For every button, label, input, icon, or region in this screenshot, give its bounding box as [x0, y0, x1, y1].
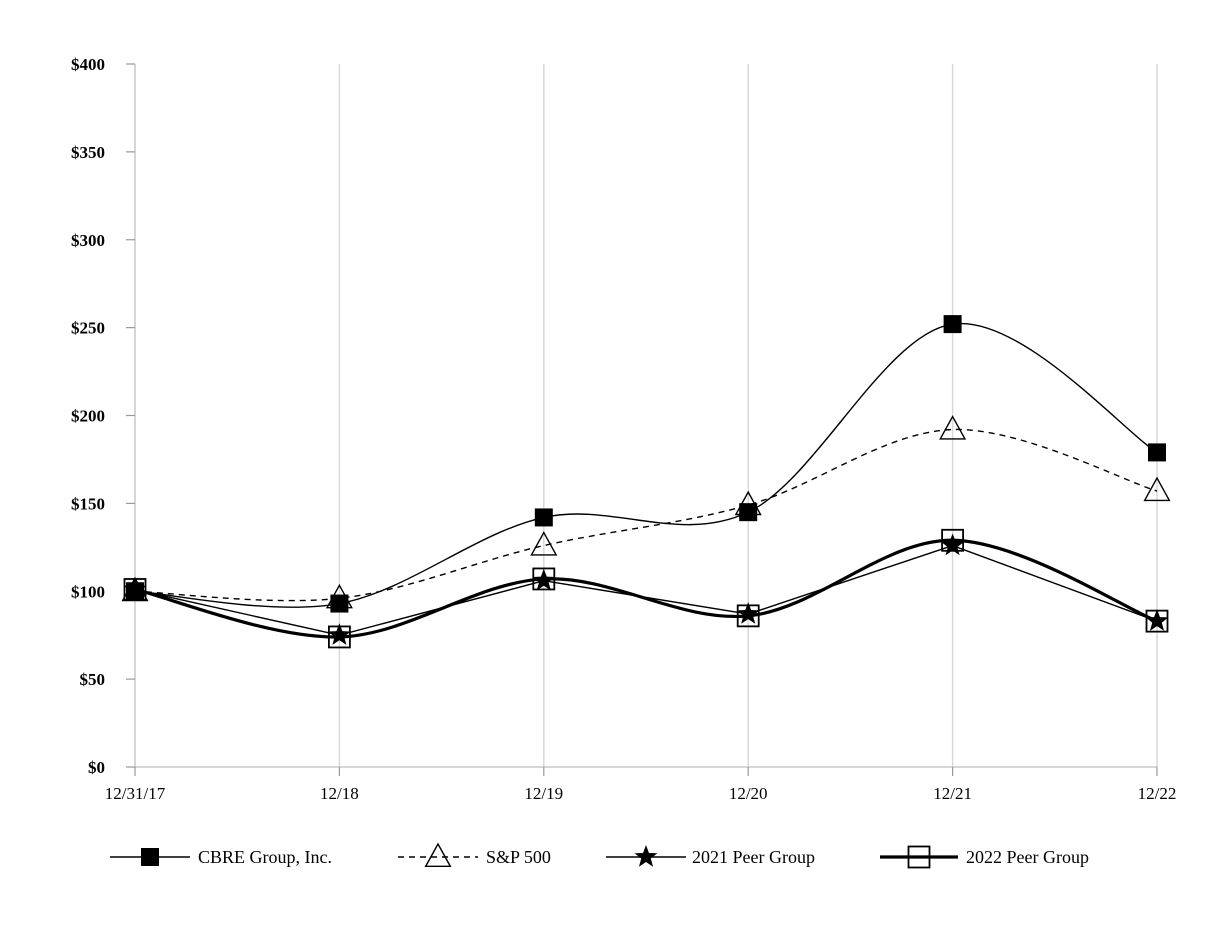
- legend-item-1: CBRE Group, Inc.: [110, 847, 332, 867]
- data-point-s1-3: [739, 503, 758, 522]
- legend-label: CBRE Group, Inc.: [198, 847, 332, 867]
- y-tick-label: $300: [71, 231, 105, 250]
- data-point-s2-1: [325, 583, 353, 609]
- data-point-s3-5: [1145, 609, 1169, 631]
- data-point-s3-3: [736, 602, 760, 624]
- data-point-s4-2: [532, 567, 556, 591]
- legend-label: 2021 Peer Group: [692, 847, 815, 867]
- series-line-4: [134, 538, 1158, 639]
- y-tick-label: $400: [71, 55, 105, 74]
- legend-marker: [141, 848, 159, 866]
- x-tick-label: 12/19: [524, 784, 563, 803]
- data-point-s3-2: [532, 568, 556, 591]
- x-tick-label: 12/21: [933, 784, 972, 803]
- y-tick-label: $200: [71, 407, 105, 426]
- y-tick-label: $150: [71, 494, 105, 513]
- data-point-s4-3: [736, 604, 760, 628]
- series-line-3: [134, 544, 1158, 636]
- legend-marker: [424, 842, 452, 868]
- x-tick-label: 12/20: [729, 784, 768, 803]
- x-tick-label: 12/18: [320, 784, 359, 803]
- data-point-s2-2: [530, 531, 558, 556]
- y-tick-label: $50: [80, 670, 106, 689]
- data-point-s1-4: [943, 315, 962, 334]
- y-tick-label: $0: [88, 758, 105, 777]
- y-tick-label: $100: [71, 582, 105, 601]
- y-tick-label: $350: [71, 143, 105, 162]
- legend-label: 2022 Peer Group: [966, 847, 1089, 867]
- legend-marker: [634, 845, 658, 867]
- legend-marker: [907, 845, 931, 869]
- axes: $0 $50 $100 $150 $200 $250 $300 $350 $400 12/31/1…: [71, 55, 1176, 803]
- data-point-s2-4: [939, 415, 967, 440]
- legend: CBRE Group, Inc. S&P 500 2021 Peer Group 20…: [110, 842, 1089, 869]
- legend-label: S&P 500: [486, 847, 551, 867]
- data-point-s3-1: [327, 623, 351, 645]
- grid: [338, 64, 1158, 767]
- legend-item-2: S&P 500: [398, 842, 551, 868]
- data-point-s4-0: [123, 578, 147, 601]
- data-point-s4-1: [327, 625, 351, 649]
- legend-item-3: 2021 Peer Group: [606, 845, 815, 867]
- data-point-s4-5: [1145, 609, 1169, 633]
- y-tick-label: $250: [71, 319, 105, 338]
- data-point-s3-0: [123, 577, 147, 600]
- series-line-1: [134, 322, 1158, 608]
- data-point-s2-3: [734, 490, 762, 516]
- data-point-s3-4: [941, 533, 965, 556]
- legend-item-4: 2022 Peer Group: [880, 845, 1089, 869]
- x-tick-label: 12/31/17: [105, 784, 166, 803]
- series: [121, 315, 1171, 649]
- series-line-2: [134, 428, 1158, 602]
- data-point-s2-5: [1143, 476, 1171, 502]
- data-point-s1-5: [1148, 443, 1166, 462]
- data-point-s4-4: [941, 528, 964, 552]
- x-tick-label: 12/22: [1138, 784, 1177, 803]
- data-point-s1-2: [534, 508, 553, 527]
